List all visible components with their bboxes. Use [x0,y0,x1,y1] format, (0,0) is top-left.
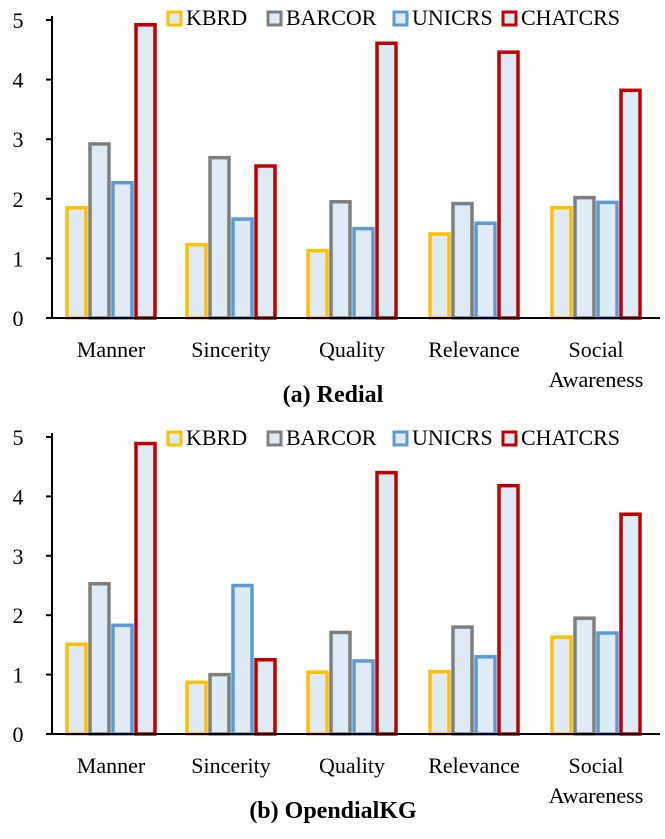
bar-chatcrs-relevance [497,483,520,736]
legend-label: CHATCRS [521,425,620,450]
bar-kbrd-relevance [428,232,451,320]
y-tick-label: 1 [13,663,24,688]
legend-entry: CHATCRS [501,5,620,30]
bar-chatcrs-quality [375,41,398,320]
bar-chatcrs-social-awareness [619,88,642,320]
legend-entry: UNICRS [392,425,493,450]
legend-swatch [501,10,518,27]
bar-barcor-quality [329,630,352,736]
legend-entry: BARCOR [266,425,377,450]
chart-panel-1: 0 1 2 3 4 5 Manner Sincerity Quality Relevance Soc… [13,425,660,824]
bar-barcor-relevance [451,625,474,736]
y-tick-label: 2 [13,187,24,212]
legend-swatch [392,430,409,447]
bar-kbrd-relevance [428,669,451,736]
y-tick-label: 4 [13,484,24,509]
y-tick-label: 3 [13,544,24,569]
x-category-label: Sincerity [191,337,270,362]
bar-kbrd-sincerity [185,242,208,320]
bar-barcor-quality [329,200,352,320]
x-category-label: Relevance [428,753,520,778]
x-category-label: Awareness [549,367,644,392]
legend-label: KBRD [186,425,247,450]
bar-barcor-social-awareness [573,195,596,320]
x-category-label: Manner [77,337,146,362]
bar-kbrd-quality [306,248,329,320]
bar-unicrs-quality [352,659,375,736]
bar-unicrs-social-awareness [596,200,619,320]
legend-swatch [392,10,409,27]
bar-kbrd-manner [65,205,88,320]
bar-chatcrs-sincerity [254,164,277,320]
bar-chatcrs-social-awareness [619,512,642,736]
bar-barcor-manner [88,142,111,320]
y-tick-label: 1 [13,246,24,271]
x-category-label: Awareness [549,783,644,808]
bar-chatcrs-relevance [497,50,520,320]
chart-panel-0: 0 1 2 3 4 5 Manner Sincerity Quality Relevance Soc… [13,5,660,408]
bar-unicrs-relevance [474,655,497,736]
legend-label: UNICRS [412,5,493,30]
x-category-label: Manner [77,753,146,778]
y-tick-label: 5 [13,425,24,450]
y-tick-label: 5 [13,8,24,33]
bar-barcor-relevance [451,201,474,320]
legend-entry: UNICRS [392,5,493,30]
y-tick-label: 3 [13,127,24,152]
legend-label: KBRD [186,5,247,30]
bar-unicrs-sincerity [231,217,254,320]
x-category-label: Quality [319,753,385,778]
y-tick-label: 2 [13,603,24,628]
legend-swatch [166,430,183,447]
bar-unicrs-manner [111,180,134,320]
legend-swatch [501,430,518,447]
bar-unicrs-manner [111,623,134,736]
bar-chatcrs-quality [375,470,398,736]
x-category-label: Social [569,337,624,362]
bar-kbrd-quality [306,670,329,736]
bar-chatcrs-sincerity [254,658,277,736]
chart-title: (b) OpendialKG [249,798,417,824]
bar-unicrs-social-awareness [596,631,619,736]
bar-barcor-manner [88,581,111,736]
bar-unicrs-sincerity [231,583,254,736]
legend-label: UNICRS [412,425,493,450]
y-tick-label: 0 [13,722,24,747]
bar-kbrd-social-awareness [550,635,573,736]
y-tick-label: 4 [13,68,24,93]
legend-entry: KBRD [166,5,247,30]
bar-barcor-sincerity [208,155,231,320]
x-category-label: Social [569,753,624,778]
legend-entry: CHATCRS [501,425,620,450]
legend-entry: KBRD [166,425,247,450]
legend-label: CHATCRS [521,5,620,30]
legend-entry: BARCOR [266,5,377,30]
legend-swatch [166,10,183,27]
bar-kbrd-sincerity [185,680,208,736]
bar-unicrs-quality [352,226,375,320]
y-tick-label: 0 [13,306,24,331]
legend-swatch [266,10,283,27]
bar-chatcrs-manner [134,441,157,736]
x-category-label: Relevance [428,337,520,362]
chart-title: (a) Redial [283,382,384,408]
x-category-label: Quality [319,337,385,362]
bar-kbrd-social-awareness [550,205,573,320]
bar-chatcrs-manner [134,23,157,320]
legend-label: BARCOR [286,5,377,30]
bar-barcor-social-awareness [573,616,596,736]
bar-unicrs-relevance [474,221,497,320]
legend-label: BARCOR [286,425,377,450]
bar-kbrd-manner [65,642,88,736]
bar-barcor-sincerity [208,672,231,736]
x-category-label: Sincerity [191,753,270,778]
legend-swatch [266,430,283,447]
